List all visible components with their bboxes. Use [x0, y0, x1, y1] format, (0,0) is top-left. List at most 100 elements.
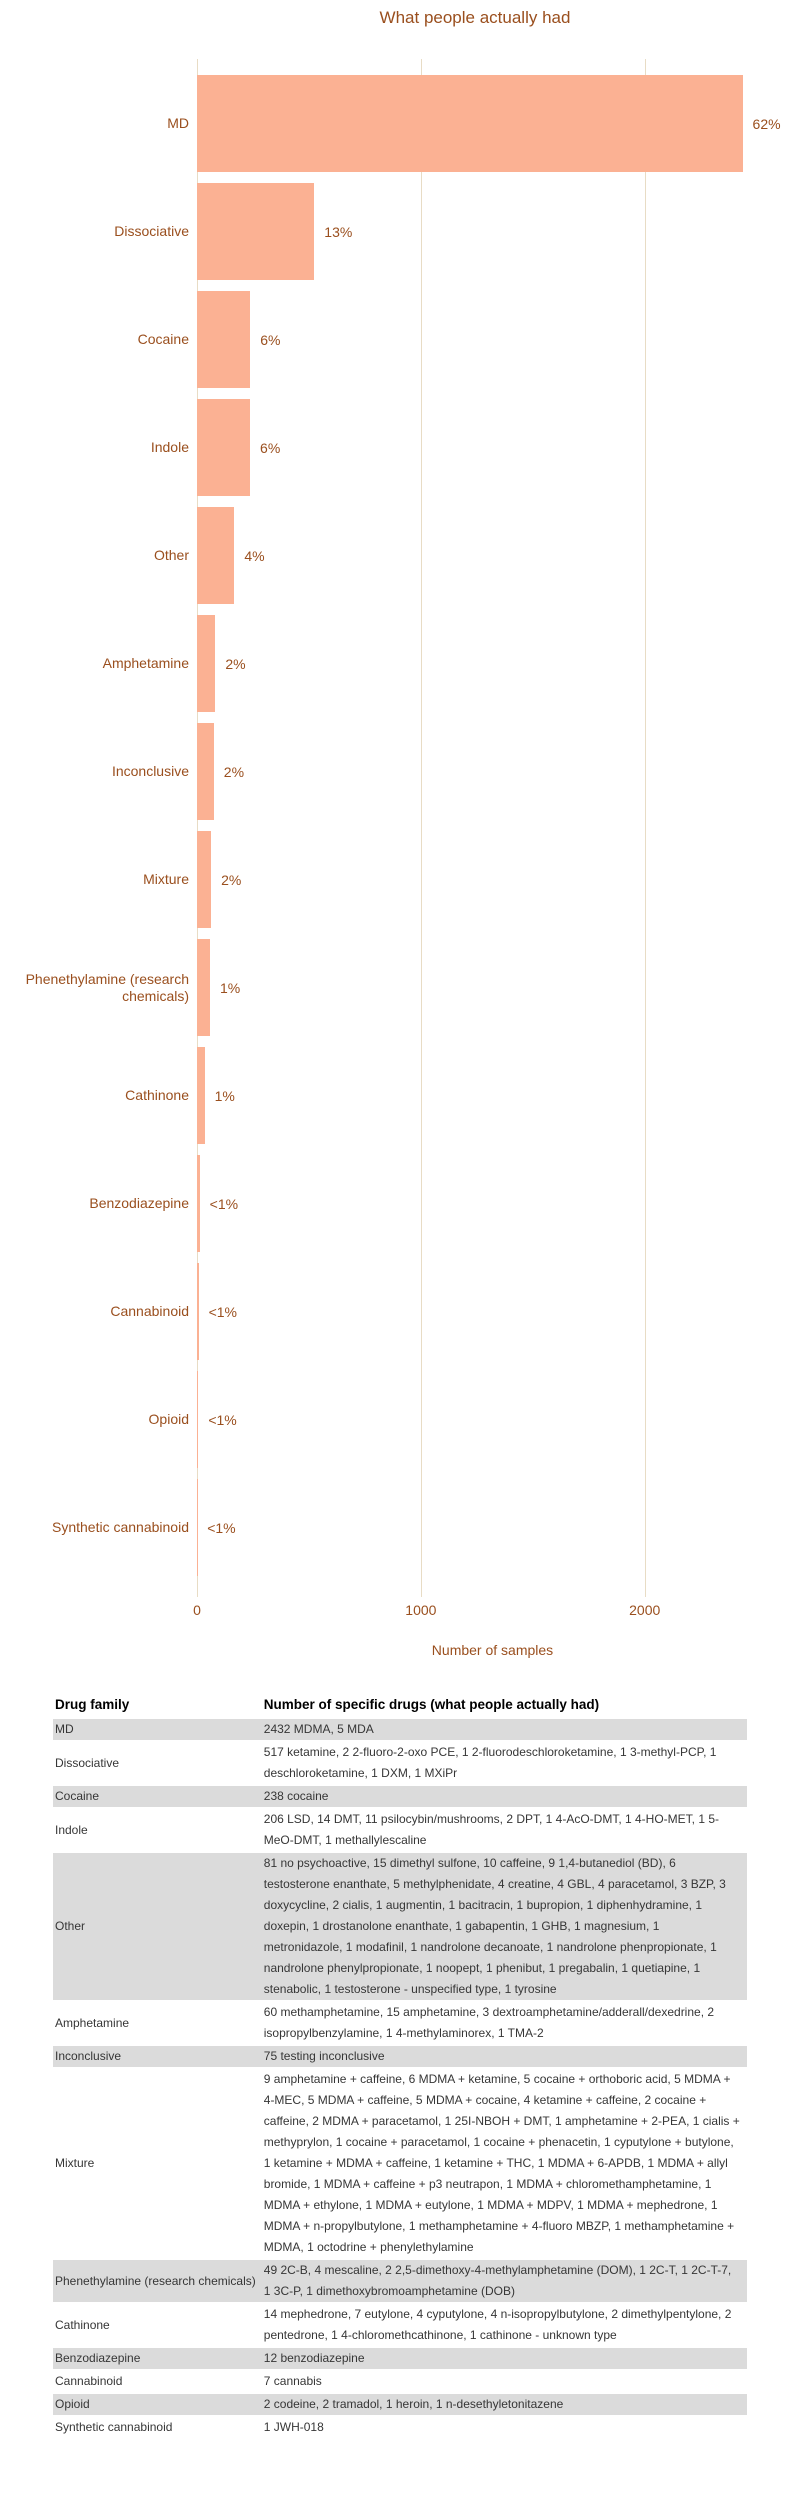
percent-label: 1%	[214, 1087, 235, 1104]
specific-drugs-cell: 2432 MDMA, 5 MDA	[261, 1719, 747, 1740]
category-label: Synthetic cannabinoid	[52, 1519, 189, 1535]
table-row: Opioid 2 codeine, 2 tramadol, 1 heroin, 1…	[53, 2394, 747, 2415]
category-label: Opioid	[148, 1411, 189, 1427]
bar-zone: 13%	[197, 183, 800, 280]
bar-row: MD 62%	[0, 75, 800, 183]
gridline	[644, 59, 646, 1597]
bar	[197, 183, 315, 280]
bar	[197, 723, 214, 820]
table-row: Mixture 9 amphetamine + caffeine, 6 MDMA …	[53, 2069, 747, 2258]
table-row: Cannabinoid 7 cannabis	[53, 2371, 747, 2392]
drug-family-cell: Phenethylamine (research chemicals)	[53, 2260, 262, 2302]
table-row: Cocaine 238 cocaine	[53, 1786, 747, 1807]
specific-drugs-cell: 7 cannabis	[263, 2374, 322, 2388]
x-tick-label: 0	[193, 1602, 201, 1618]
drug-family-cell: Amphetamine	[55, 2015, 130, 2030]
percent-label: <1%	[209, 1195, 239, 1212]
bar-zone: 1%	[197, 1047, 800, 1144]
bar	[197, 1047, 205, 1144]
table-row: Benzodiazepine 12 benzodiazepine	[53, 2348, 747, 2369]
percent-label: 1%	[219, 979, 241, 996]
x-tick-label: 2000	[629, 1602, 661, 1618]
bar	[197, 507, 235, 604]
gridline	[420, 59, 422, 1597]
drug-family-cell: Indole	[55, 1822, 88, 1837]
percent-label: 2%	[223, 763, 245, 780]
drug-family-cell: Cannabinoid	[55, 2374, 123, 2388]
percent-label: 62%	[752, 115, 781, 132]
bar-zone: <1%	[197, 1263, 800, 1360]
percent-label: <1%	[208, 1411, 237, 1428]
bar-zone: 4%	[197, 507, 800, 604]
table-row: Dissociative 517 ketamine, 2 2-fluoro-2-o…	[53, 1742, 747, 1784]
drug-family-cell: Inconclusive	[53, 2046, 262, 2067]
specific-drugs-cell: 2 codeine, 2 tramadol, 1 heroin, 1 n-des…	[261, 2394, 747, 2415]
bar-rows: MD 62% Dissociative 13% Cocaine 6% Indole 6% Oth…	[0, 75, 800, 1587]
specific-drugs-cell: 206 LSD, 14 DMT, 11 psilocybin/mushrooms…	[263, 1812, 720, 1847]
bar-chart-panel: MD 62% Dissociative 13% Cocaine 6% Indole 6% Oth…	[0, 59, 800, 1597]
drug-family-cell: Cathinone	[55, 2317, 110, 2332]
drug-family-cell: Dissociative	[55, 1755, 120, 1770]
category-label: Cannabinoid	[110, 1303, 189, 1319]
drug-family-cell: Cocaine	[53, 1786, 262, 1807]
bar-zone: <1%	[197, 1371, 800, 1468]
category-label: MD	[167, 115, 189, 131]
drug-family-cell: Benzodiazepine	[53, 2348, 262, 2369]
category-label: Mixture	[143, 871, 189, 887]
bar-row: Indole 6%	[0, 399, 800, 507]
specific-drugs-cell: 49 2C-B, 4 mescaline, 2 2,5-dimethoxy-4-…	[261, 2260, 747, 2302]
bar-row: Cannabinoid <1%	[0, 1263, 800, 1371]
bar-row: Cocaine 6%	[0, 291, 800, 399]
specific-drugs-cell: 81 no psychoactive, 15 dimethyl sulfone,…	[261, 1853, 747, 2000]
percent-label: <1%	[207, 1519, 236, 1536]
bar-zone: <1%	[197, 1155, 800, 1252]
table-row: Cathinone 14 mephedrone, 7 eutylone, 4 cy…	[53, 2304, 747, 2346]
bar-zone: 62%	[197, 75, 800, 172]
drug-family-cell: MD	[53, 1719, 262, 1740]
table-header-row: Drug family Number of specific drugs (wh…	[53, 1694, 747, 1717]
table-row: Indole 206 LSD, 14 DMT, 11 psilocybin/mus…	[53, 1809, 747, 1851]
bar-zone: 6%	[197, 399, 800, 496]
bar-row: Other 4%	[0, 507, 800, 615]
bar-row: Phenethylamine (research chemicals) 1%	[0, 939, 800, 1047]
gridline	[197, 59, 198, 1597]
bar-row: Mixture 2%	[0, 831, 800, 939]
specific-drugs-cell: 238 cocaine	[261, 1786, 747, 1807]
category-label: Cathinone	[125, 1087, 189, 1103]
drug-table: Drug family Number of specific drugs (wh…	[53, 1692, 747, 2440]
bar	[197, 939, 210, 1036]
bar-zone: 2%	[197, 615, 800, 712]
bar	[197, 75, 743, 172]
bar-zone: <1%	[197, 1479, 800, 1576]
category-label: Dissociative	[114, 223, 189, 239]
bar-row: Opioid <1%	[0, 1371, 800, 1479]
bar-zone: 1%	[197, 939, 800, 1036]
specific-drugs-cell: 60 methamphetamine, 15 amphetamine, 3 de…	[263, 2005, 715, 2040]
percent-label: 6%	[260, 439, 281, 456]
bar-zone: 2%	[197, 723, 800, 820]
table-row: Synthetic cannabinoid 1 JWH-018	[53, 2417, 747, 2438]
category-label: Inconclusive	[111, 763, 189, 779]
bar	[197, 831, 212, 928]
category-label: Phenethylamine (research chemicals)	[25, 970, 189, 1004]
bar	[197, 291, 251, 388]
specific-drugs-cell: 517 ketamine, 2 2-fluoro-2-oxo PCE, 1 2-…	[263, 1745, 717, 1780]
table-row: Phenethylamine (research chemicals) 49 2C…	[53, 2260, 747, 2302]
specific-drugs-cell: 12 benzodiazepine	[261, 2348, 747, 2369]
specific-drugs-cell: 9 amphetamine + caffeine, 6 MDMA + ketam…	[263, 2072, 740, 2254]
category-label: Amphetamine	[102, 655, 189, 671]
drug-family-cell: Opioid	[53, 2394, 262, 2415]
drug-family-cell: Other	[53, 1853, 262, 2000]
bar-zone: 2%	[197, 831, 800, 928]
bar	[197, 1371, 199, 1468]
bar-row: Dissociative 13%	[0, 183, 800, 291]
table-row: Other 81 no psychoactive, 15 dimethyl sul…	[53, 1853, 747, 2000]
drug-table-wrap: Drug family Number of specific drugs (wh…	[53, 1692, 747, 2440]
drug-family-cell: Synthetic cannabinoid	[55, 2420, 173, 2434]
bar	[197, 399, 251, 496]
bar-row: Cathinone 1%	[0, 1047, 800, 1155]
chart-title: What people actually had	[379, 8, 571, 27]
bar	[197, 615, 216, 712]
category-label: Benzodiazepine	[89, 1195, 189, 1211]
